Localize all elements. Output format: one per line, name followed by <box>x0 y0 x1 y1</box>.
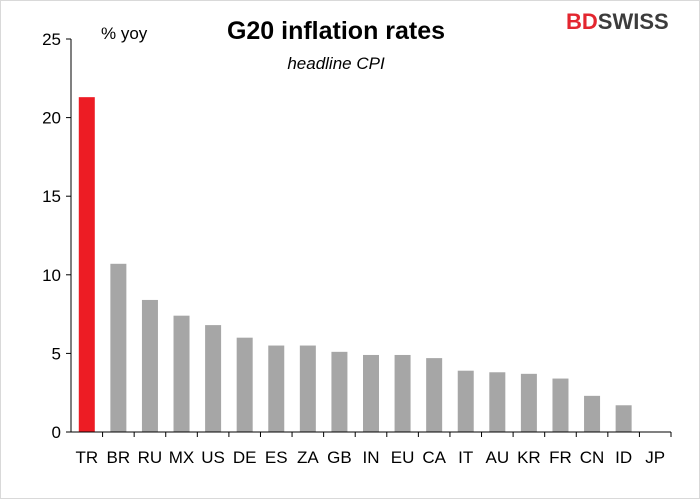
y-axis: 0 5 10 15 20 25 <box>42 30 72 442</box>
brand-logo: BDSWISS <box>566 9 669 34</box>
x-category-label: AU <box>486 448 510 467</box>
bar-kr <box>520 373 537 432</box>
bar-cn <box>584 395 601 432</box>
bar-de <box>236 337 253 432</box>
y-tick-label: 0 <box>52 423 61 442</box>
x-category-label: US <box>201 448 225 467</box>
bar-gb <box>331 351 348 432</box>
x-category-label: FR <box>549 448 572 467</box>
bar-tr <box>78 97 95 432</box>
chart-title: G20 inflation rates <box>227 17 445 45</box>
bar-id <box>615 405 632 432</box>
x-category-label: JP <box>645 448 665 467</box>
x-category-label: DE <box>233 448 257 467</box>
x-category-label: EU <box>391 448 415 467</box>
bar-eu <box>394 354 411 432</box>
y-tick-label: 15 <box>42 187 61 206</box>
bar-it <box>457 370 474 432</box>
x-axis: TR BR RU MX US DE ES ZA GB IN EU CA IT AU KR FR CN ID JP <box>71 431 672 467</box>
x-category-label: CA <box>422 448 446 467</box>
y-tick-label: 20 <box>42 109 61 128</box>
bar-fr <box>552 378 569 432</box>
bars-group <box>78 97 632 432</box>
bar-ru <box>141 299 158 432</box>
x-category-label: GB <box>327 448 352 467</box>
x-category-label: KR <box>517 448 541 467</box>
bar-es <box>268 345 285 432</box>
x-category-label: IT <box>458 448 473 467</box>
bar-mx <box>173 315 190 432</box>
chart-subtitle: headline CPI <box>287 54 385 73</box>
bar-za <box>299 345 316 432</box>
y-tick-label: 25 <box>42 30 61 49</box>
bar-in <box>363 354 379 432</box>
brand-logo-part1: BDSWISS <box>566 9 669 34</box>
bar-ca <box>426 358 443 432</box>
x-category-label: ZA <box>297 448 319 467</box>
x-category-label: ES <box>265 448 288 467</box>
x-category-label: MX <box>169 448 195 467</box>
y-tick-label: 10 <box>42 266 61 285</box>
x-category-label: TR <box>75 448 98 467</box>
x-category-label: BR <box>107 448 131 467</box>
x-category-label: RU <box>138 448 163 467</box>
y-tick-label: 5 <box>52 344 61 363</box>
y-axis-unit-label: % yoy <box>101 24 148 43</box>
x-category-label: CN <box>580 448 605 467</box>
x-category-label: IN <box>363 448 380 467</box>
x-category-label: ID <box>615 448 632 467</box>
bar-us <box>205 325 222 432</box>
bar-au <box>489 372 506 432</box>
bar-br <box>110 263 127 432</box>
